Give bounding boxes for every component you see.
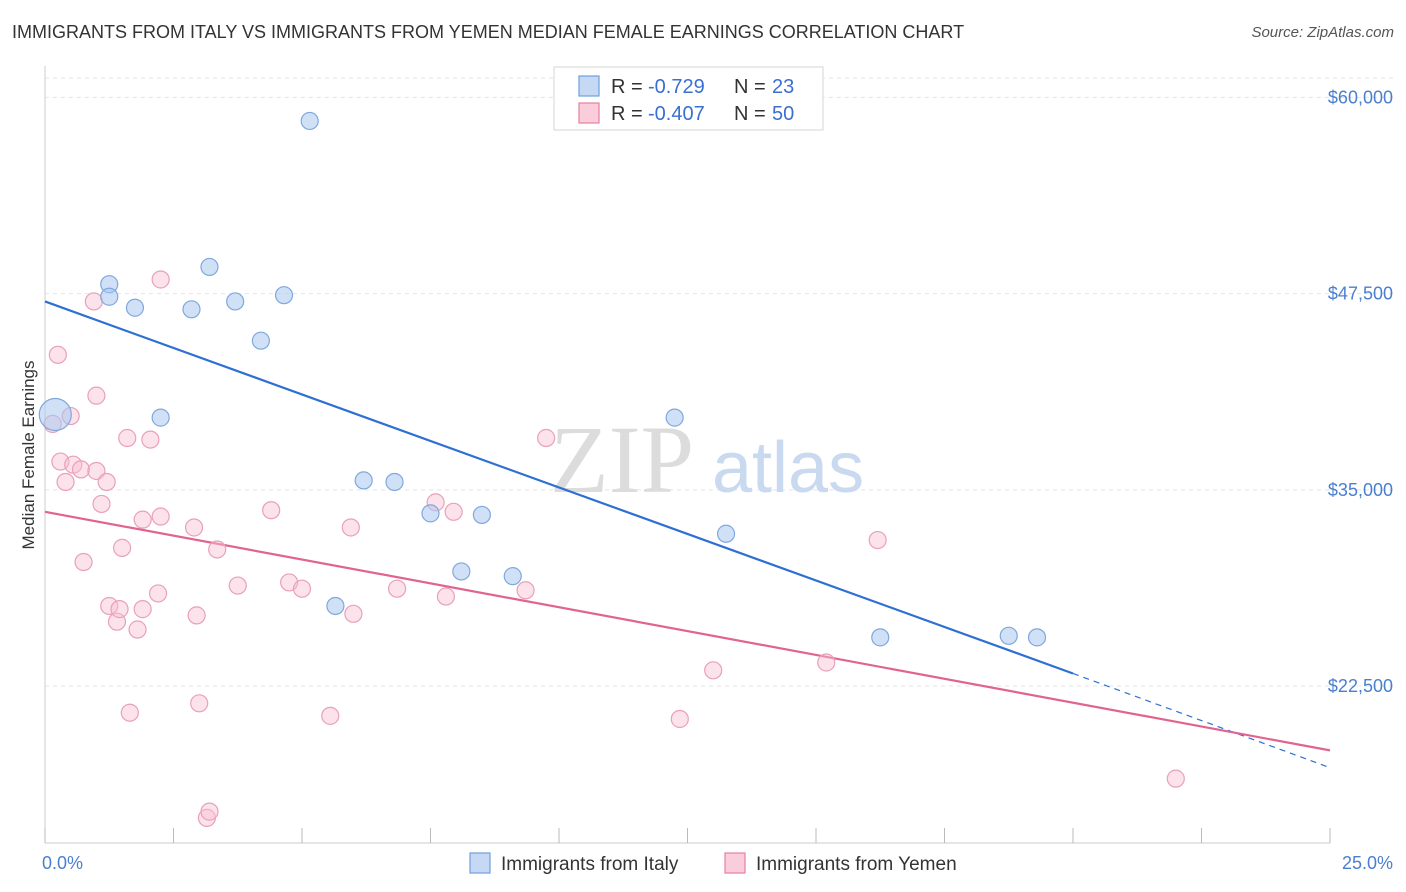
point-italy[interactable] — [326, 596, 345, 616]
point-yemen[interactable] — [1166, 769, 1185, 788]
y-tick-label: $47,500 — [1328, 284, 1393, 304]
point-yemen[interactable] — [84, 292, 103, 311]
data-points — [38, 111, 1185, 827]
point-yemen[interactable] — [387, 579, 407, 598]
y-axis-tick-labels: $22,500 $35,000 $47,500 $60,000 — [1328, 87, 1393, 696]
point-yemen[interactable] — [48, 345, 67, 364]
legend-n-value-yemen: 50 — [772, 103, 794, 125]
watermark: ZIP atlas — [550, 406, 864, 513]
legend-n-value-italy: 23 — [772, 76, 794, 98]
point-yemen[interactable] — [228, 576, 247, 595]
point-yemen[interactable] — [133, 600, 152, 619]
point-yemen[interactable] — [704, 661, 723, 680]
point-yemen[interactable] — [868, 530, 887, 550]
legend-swatch-yemen — [578, 102, 600, 124]
trend-line-italy — [44, 300, 1074, 675]
point-italy[interactable] — [385, 472, 404, 492]
grid-lines — [45, 77, 1393, 687]
series-legend: Immigrants from Italy Immigrants from Ye… — [469, 852, 957, 875]
point-yemen[interactable] — [120, 703, 139, 722]
point-yemen[interactable] — [74, 552, 93, 572]
legend-r-value-yemen: -0.407 — [648, 103, 705, 125]
legend-r-label-italy: R = — [611, 76, 643, 98]
point-italy[interactable] — [300, 111, 319, 131]
point-yemen[interactable] — [670, 709, 689, 729]
bottom-legend-label-italy[interactable]: Immigrants from Italy — [501, 854, 679, 875]
point-italy[interactable] — [182, 300, 201, 319]
source-note: Source: ZipAtlas.com — [1251, 24, 1394, 41]
point-italy[interactable] — [452, 562, 471, 581]
point-yemen[interactable] — [133, 510, 152, 529]
trend-line-italy-extension — [1072, 672, 1331, 769]
point-italy[interactable] — [151, 408, 170, 427]
point-italy[interactable] — [716, 524, 736, 543]
point-yemen[interactable] — [141, 430, 160, 449]
legend-r-value-italy: -0.729 — [648, 76, 705, 98]
point-yemen[interactable] — [200, 802, 219, 821]
point-italy[interactable] — [274, 286, 294, 305]
point-italy[interactable] — [871, 628, 890, 647]
point-italy[interactable] — [100, 287, 119, 306]
point-yemen[interactable] — [537, 428, 556, 448]
point-italy[interactable] — [125, 298, 145, 317]
point-yemen[interactable] — [208, 540, 227, 559]
trend-line-yemen — [44, 510, 1331, 752]
point-yemen[interactable] — [56, 472, 75, 492]
y-axis-label: Median Female Earnings — [19, 361, 38, 550]
legend-r-label-yemen: R = — [611, 103, 643, 125]
y-tick-label: $22,500 — [1328, 676, 1393, 696]
point-yemen[interactable] — [87, 386, 106, 405]
point-italy[interactable] — [1027, 628, 1047, 647]
point-italy[interactable] — [354, 471, 373, 490]
point-italy[interactable] — [200, 257, 219, 277]
point-yemen[interactable] — [187, 606, 206, 625]
bottom-legend-label-yemen[interactable]: Immigrants from Yemen — [756, 854, 957, 875]
legend-n-label-yemen: N = — [734, 103, 766, 125]
x-tick-label-max: 25.0% — [1342, 853, 1393, 873]
point-yemen[interactable] — [344, 604, 363, 623]
point-yemen[interactable] — [110, 600, 129, 619]
point-yemen[interactable] — [444, 502, 463, 521]
point-yemen[interactable] — [817, 653, 836, 672]
chart-title: IMMIGRANTS FROM ITALY VS IMMIGRANTS FROM… — [12, 22, 965, 42]
point-italy[interactable] — [665, 408, 684, 427]
point-yemen[interactable] — [151, 507, 170, 526]
point-yemen[interactable] — [100, 596, 119, 616]
point-italy[interactable] — [38, 397, 72, 432]
point-yemen[interactable] — [151, 270, 170, 289]
y-tick-label: $60,000 — [1328, 87, 1393, 107]
bottom-legend-swatch-italy[interactable] — [469, 852, 491, 874]
x-axis-ticks — [44, 828, 1331, 843]
x-tick-label-min: 0.0% — [42, 853, 83, 873]
point-yemen[interactable] — [292, 579, 312, 598]
point-yemen[interactable] — [436, 587, 456, 606]
point-yemen[interactable] — [92, 494, 111, 514]
bottom-legend-swatch-yemen[interactable] — [724, 852, 746, 874]
point-italy[interactable] — [421, 504, 440, 523]
point-italy[interactable] — [251, 331, 270, 350]
point-yemen[interactable] — [184, 518, 204, 537]
watermark-atlas: atlas — [712, 428, 864, 508]
point-yemen[interactable] — [321, 706, 340, 725]
trend-lines — [44, 300, 1331, 769]
point-yemen[interactable] — [112, 538, 132, 557]
point-italy[interactable] — [472, 505, 491, 525]
point-yemen[interactable] — [262, 501, 281, 520]
point-yemen[interactable] — [516, 581, 535, 600]
point-italy[interactable] — [503, 567, 522, 586]
point-italy[interactable] — [226, 292, 245, 311]
point-yemen[interactable] — [128, 620, 147, 639]
point-yemen[interactable] — [97, 472, 116, 492]
point-yemen[interactable] — [118, 428, 137, 448]
legend-n-label-italy: N = — [734, 76, 766, 98]
point-yemen[interactable] — [71, 460, 91, 479]
legend-swatch-italy — [578, 75, 600, 97]
point-yemen[interactable] — [148, 584, 168, 603]
y-tick-label: $35,000 — [1328, 480, 1393, 500]
point-yemen[interactable] — [190, 694, 209, 713]
point-yemen[interactable] — [341, 518, 360, 537]
correlation-legend: R = -0.729 N = 23 R = -0.407 N = 50 — [553, 66, 824, 131]
point-italy[interactable] — [999, 626, 1018, 645]
